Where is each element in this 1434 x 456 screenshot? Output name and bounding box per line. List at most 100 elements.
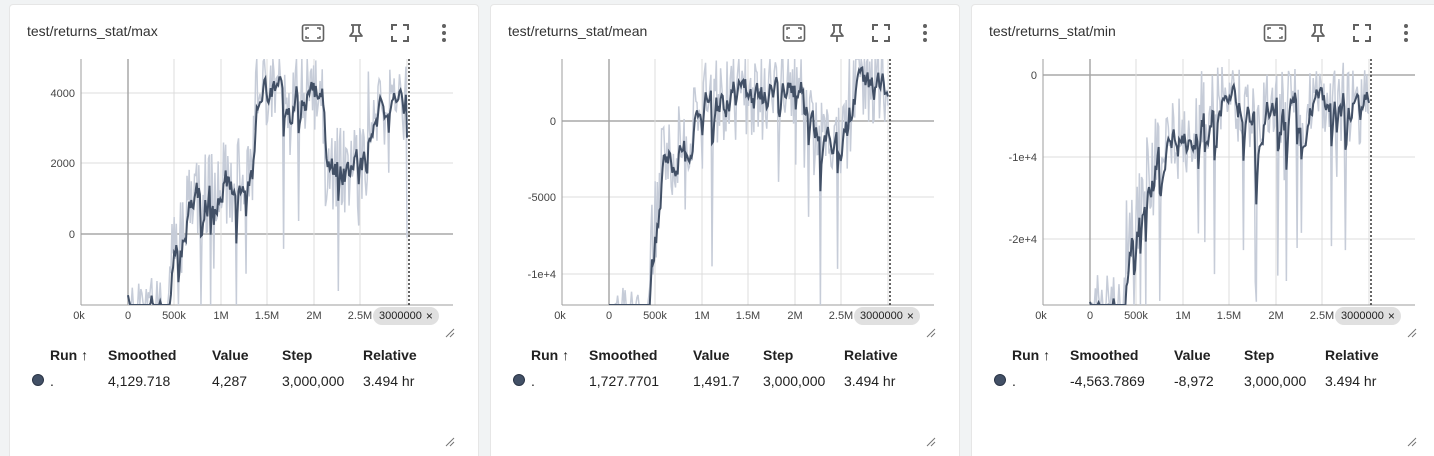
grid-lines <box>562 59 934 305</box>
fit-to-data-button[interactable] <box>299 19 327 47</box>
col-header-relative[interactable]: Relative <box>363 347 417 363</box>
smoothed-value: 4,129.718 <box>108 373 171 389</box>
col-header-step[interactable]: Step <box>1244 347 1275 363</box>
col-header-step[interactable]: Step <box>282 347 313 363</box>
x-tick-label: 1M <box>694 310 709 322</box>
col-header-step[interactable]: Step <box>763 347 794 363</box>
resize-handle-icon[interactable] <box>445 328 455 338</box>
pin-button[interactable] <box>823 19 851 47</box>
x-tick-label: 500k <box>162 310 186 322</box>
relative-time: 3.494 hr <box>1325 373 1377 389</box>
relative-time: 3.494 hr <box>363 373 415 389</box>
card-title: test/returns_stat/min <box>989 23 1116 39</box>
card-title: test/returns_stat/mean <box>508 23 648 39</box>
table-row: . 1,727.7701 1,491.7 3,000,000 3.494 hr <box>507 369 924 393</box>
col-header-run[interactable]: Run ↑ <box>50 347 89 363</box>
x-tick-label: 1.5M <box>736 310 760 322</box>
step-value: 3,000,000 <box>1244 373 1307 389</box>
step-chip-label: 3000000 <box>379 310 422 322</box>
fullscreen-button[interactable] <box>867 19 895 47</box>
col-header-value[interactable]: Value <box>693 347 730 363</box>
col-header-smoothed[interactable]: Smoothed <box>108 347 177 363</box>
col-header-relative[interactable]: Relative <box>844 347 898 363</box>
x-tick-label: 2.5M <box>348 310 372 322</box>
x-tick-label: 500k <box>1124 310 1148 322</box>
run-name: . <box>1012 373 1016 389</box>
fullscreen-icon <box>391 24 409 42</box>
x-tick-label: 0k <box>554 310 566 322</box>
x-tick-label: 0 <box>1087 310 1093 322</box>
fit-to-data-button[interactable] <box>780 19 808 47</box>
pin-button[interactable] <box>342 19 370 47</box>
smoothed-series-line <box>127 74 408 305</box>
col-header-run[interactable]: Run ↑ <box>1012 347 1051 363</box>
col-header-relative[interactable]: Relative <box>1325 347 1379 363</box>
run-name: . <box>50 373 54 389</box>
run-data-table: Run ↑ Smoothed Value Step Relative . 4,1… <box>26 341 443 393</box>
fullscreen-button[interactable] <box>386 19 414 47</box>
raw-series-line <box>1089 62 1370 305</box>
resize-handle-icon[interactable] <box>926 328 936 338</box>
close-icon[interactable]: × <box>1387 309 1395 323</box>
pin-button[interactable] <box>1304 19 1332 47</box>
run-color-dot[interactable] <box>994 374 1006 386</box>
run-data-table: Run ↑ Smoothed Value Step Relative . -4,… <box>988 341 1405 393</box>
col-header-smoothed[interactable]: Smoothed <box>1070 347 1139 363</box>
y-tick-label: 2000 <box>51 158 75 170</box>
col-header-value[interactable]: Value <box>1174 347 1211 363</box>
x-tick-label: 2M <box>787 310 802 322</box>
smoothed-series-line <box>1089 82 1370 305</box>
more-vert-icon <box>442 24 446 42</box>
more-options-button[interactable] <box>430 19 458 47</box>
y-tick-label: -1e+4 <box>528 269 556 281</box>
x-tick-label: 0 <box>125 310 131 322</box>
raw-value: 4,287 <box>212 373 248 389</box>
close-icon[interactable]: × <box>425 309 433 323</box>
step-selector-chip[interactable]: 3000000 × <box>1335 307 1401 325</box>
scalar-card-mean: test/returns_stat/mean 0 -5000 -1e+4 0k 0 500… <box>490 4 960 456</box>
x-tick-label: 2M <box>1268 310 1283 322</box>
y-tick-label: -2e+4 <box>1009 234 1037 246</box>
raw-value: -8,972 <box>1174 373 1214 389</box>
x-tick-label: 1.5M <box>1217 310 1241 322</box>
x-tick-label: 2.5M <box>1310 310 1334 322</box>
run-color-dot[interactable] <box>513 374 525 386</box>
x-tick-label: 1M <box>1175 310 1190 322</box>
scalar-card-min: test/returns_stat/min 0 -1e+4 -2e+4 0k 0 500k… <box>971 4 1434 456</box>
step-value: 3,000,000 <box>282 373 345 389</box>
fit-to-data-button[interactable] <box>1261 19 1289 47</box>
run-name: . <box>531 373 535 389</box>
fit-to-data-icon <box>1263 24 1287 42</box>
resize-handle-icon[interactable] <box>926 437 936 447</box>
pin-icon <box>349 24 363 42</box>
pin-icon <box>830 24 844 42</box>
card-title: test/returns_stat/max <box>27 23 158 39</box>
table-row: . 4,129.718 4,287 3,000,000 3.494 hr <box>26 369 443 393</box>
smoothed-value: 1,727.7701 <box>589 373 660 389</box>
more-options-button[interactable] <box>911 19 939 47</box>
table-row: . -4,563.7869 -8,972 3,000,000 3.494 hr <box>988 369 1405 393</box>
pin-icon <box>1311 24 1325 42</box>
step-selector-chip[interactable]: 3000000 × <box>373 307 439 325</box>
y-tick-label: -1e+4 <box>1009 152 1037 164</box>
step-selector-chip[interactable]: 3000000 × <box>854 307 920 325</box>
col-header-run[interactable]: Run ↑ <box>531 347 570 363</box>
close-icon[interactable]: × <box>906 309 914 323</box>
y-tick-label: -5000 <box>528 192 556 204</box>
smoothed-value: -4,563.7869 <box>1070 373 1145 389</box>
x-tick-label: 0k <box>73 310 85 322</box>
run-color-dot[interactable] <box>32 374 44 386</box>
resize-handle-icon[interactable] <box>1407 437 1417 447</box>
col-header-smoothed[interactable]: Smoothed <box>589 347 658 363</box>
fullscreen-button[interactable] <box>1348 19 1376 47</box>
more-options-button[interactable] <box>1392 19 1420 47</box>
resize-handle-icon[interactable] <box>1407 328 1417 338</box>
resize-handle-icon[interactable] <box>445 437 455 447</box>
fullscreen-icon <box>1353 24 1371 42</box>
sort-arrow-icon: ↑ <box>562 347 570 363</box>
col-header-value[interactable]: Value <box>212 347 249 363</box>
step-chip-label: 3000000 <box>1341 310 1384 322</box>
